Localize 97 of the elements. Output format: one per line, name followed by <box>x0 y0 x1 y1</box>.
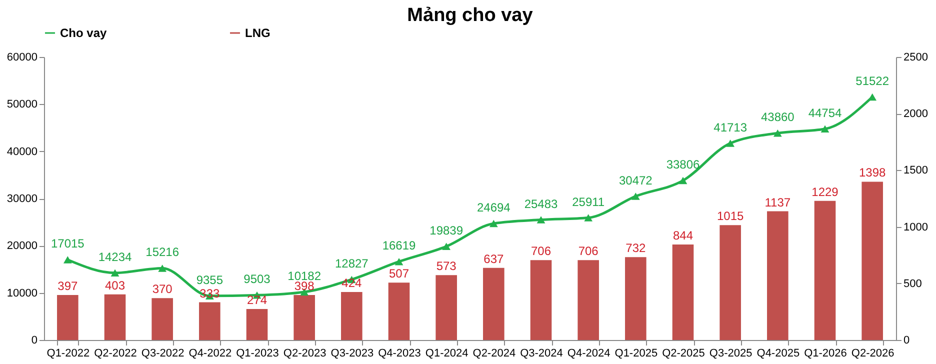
data-label: 706 <box>530 244 552 258</box>
data-label: 43860 <box>760 110 795 124</box>
x-tick-label: Q4-2023 <box>378 348 421 360</box>
data-label: 12827 <box>334 256 369 270</box>
point <box>110 269 120 276</box>
data-label: 370 <box>152 282 173 296</box>
bar <box>152 298 173 340</box>
data-label: 637 <box>484 252 504 266</box>
data-label: 844 <box>672 228 694 242</box>
data-label: 51522 <box>856 74 890 88</box>
data-label: 16619 <box>382 238 416 253</box>
bar <box>672 244 694 340</box>
data-label: 25483 <box>524 196 558 211</box>
data-label: 17015 <box>50 236 85 251</box>
bar <box>862 182 883 340</box>
bar <box>483 268 504 340</box>
x-tick-label: Q4-2022 <box>188 348 232 360</box>
point <box>584 214 593 222</box>
x-tick-label: Q3-2022 <box>141 348 184 360</box>
y-tick-label: 20000 <box>6 240 38 252</box>
data-label: 15216 <box>146 245 180 260</box>
point <box>394 258 404 266</box>
point <box>773 130 782 137</box>
data-label: 403 <box>104 278 126 292</box>
point <box>442 242 451 250</box>
x-tick-label: Q2-2024 <box>472 348 516 360</box>
x-tick-label: Q2-2023 <box>283 348 326 360</box>
data-label: 507 <box>388 266 410 281</box>
data-label: 1229 <box>812 184 839 199</box>
x-tick-label: Q2-2022 <box>94 348 137 360</box>
bar <box>246 308 268 340</box>
data-label: 573 <box>436 259 457 274</box>
y2-tick-label: 500 <box>904 278 922 290</box>
data-label: 732 <box>626 241 646 256</box>
y-tick-label: 30000 <box>6 193 38 205</box>
bar <box>625 257 646 340</box>
x-tick-label: Q1-2023 <box>236 348 279 360</box>
y2-tick-label: 2500 <box>904 52 928 64</box>
point <box>726 140 735 147</box>
data-label: 1015 <box>716 209 744 224</box>
y-tick-label: 50000 <box>6 98 38 111</box>
bar <box>436 275 457 340</box>
bar <box>530 260 552 340</box>
x-tick-label: Q1-2025 <box>614 348 658 360</box>
data-label: 14234 <box>98 250 132 264</box>
bar <box>341 292 362 340</box>
bar <box>767 211 788 340</box>
data-label: 24694 <box>476 200 511 215</box>
point <box>536 216 546 224</box>
chart-title: Mảng cho vay <box>407 5 534 26</box>
x-tick-label: Q1-2026 <box>804 348 847 360</box>
point <box>631 192 640 200</box>
y-tick-label: 40000 <box>6 146 38 158</box>
data-label: 274 <box>246 292 268 307</box>
data-label: 1398 <box>858 166 886 180</box>
bar <box>388 282 410 340</box>
x-tick-label: Q2-2026 <box>851 348 894 360</box>
point <box>63 256 72 264</box>
bar <box>720 225 741 340</box>
bar <box>104 294 126 340</box>
point <box>820 125 830 133</box>
data-label: 41713 <box>714 120 748 134</box>
y2-tick-label: 1500 <box>904 164 928 177</box>
bar <box>578 260 599 340</box>
bar <box>199 302 220 340</box>
x-tick-label: Q1-2024 <box>425 348 468 360</box>
y-tick-label: 60000 <box>6 52 38 64</box>
legend-label: LNG <box>245 26 270 40</box>
data-label: 44754 <box>808 106 842 120</box>
data-label: 9503 <box>244 272 271 286</box>
y2-tick-label: 1000 <box>904 221 928 234</box>
x-tick-label: Q1-2022 <box>46 348 90 360</box>
x-tick-label: Q4-2024 <box>567 348 610 360</box>
y2-tick-label: 0 <box>904 334 910 346</box>
bar <box>814 200 836 340</box>
point <box>678 176 688 184</box>
bar <box>57 295 78 340</box>
bar <box>294 294 315 340</box>
legend-label: Cho vay <box>60 26 108 40</box>
data-label: 30472 <box>618 173 653 188</box>
data-label: 706 <box>578 244 599 258</box>
y-tick-label: 0 <box>31 334 38 346</box>
data-label: 33806 <box>666 158 700 172</box>
data-label: 19839 <box>430 223 464 238</box>
point <box>489 220 498 228</box>
x-tick-label: Q4-2025 <box>756 348 800 360</box>
x-tick-label: Q3-2023 <box>330 348 374 360</box>
data-label: 9355 <box>196 272 224 287</box>
x-tick-label: Q3-2025 <box>709 348 752 360</box>
y2-tick-label: 2000 <box>904 108 928 120</box>
data-label: 1137 <box>764 195 791 210</box>
data-label: 25911 <box>572 194 605 209</box>
data-label: 397 <box>58 279 78 294</box>
y-tick-label: 10000 <box>6 287 38 300</box>
x-tick-label: Q3-2024 <box>520 348 563 360</box>
point <box>158 264 167 272</box>
x-tick-label: Q2-2025 <box>662 348 705 360</box>
